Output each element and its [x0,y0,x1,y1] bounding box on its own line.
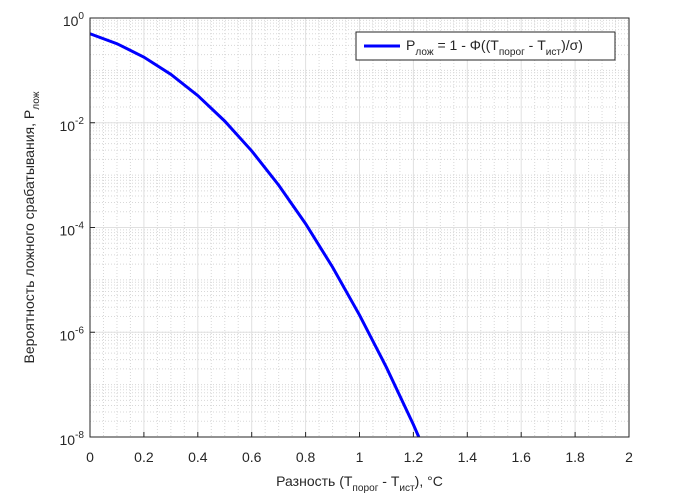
x-axis-label: Разность (Tпорог​ - Tист​), °C [276,473,443,494]
x-tick-label: 2 [625,449,633,465]
y-tick-label: 10-2​ [59,116,84,134]
x-tick-label: 0.4 [188,449,208,465]
y-tick-label: 10-6​ [59,325,84,343]
x-tick-label: 0.2 [134,449,154,465]
axes-box [89,17,630,438]
y-tick-label: 10-8​ [59,430,84,448]
marks [89,32,421,438]
legend-label: Pлож​ = 1 - Φ((Tпорог​ - Tист​)/σ) [406,37,583,58]
x-tick-label: 0.6 [242,449,262,465]
x-tick-label: 1.2 [404,449,424,465]
y-axis-label: Вероятность ложного срабатывания, Pлож​ [21,91,42,363]
x-tick-label: 1 [356,449,364,465]
x-tick-label: 1.8 [565,449,585,465]
x-tick-label: 0.8 [296,449,316,465]
x-tick-label: 0 [86,449,94,465]
x-tick-label: 1.6 [511,449,531,465]
y-tick-label: 10-4​ [59,221,84,239]
y-tick-label: 100​ [63,11,85,29]
labels: 0 0.2 0.4 0.6 0.8 1 1.2 1.4 1.6 1.8 2 10-8​ 10-6​ 10-… [21,11,633,494]
x-tick-label: 1.4 [458,449,478,465]
data-line [89,32,421,438]
